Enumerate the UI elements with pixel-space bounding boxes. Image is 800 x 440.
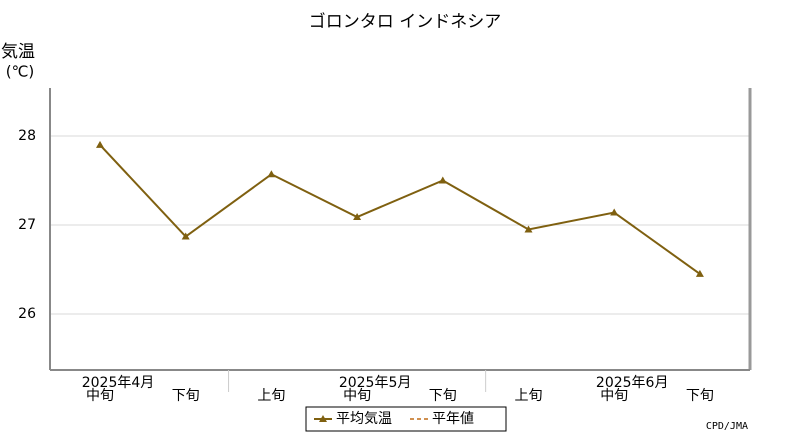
x-tick-label: 中旬 [343, 388, 371, 404]
legend-marker [319, 415, 327, 422]
x-tick-label: 下旬 [429, 388, 457, 404]
month-label: 2025年6月 [596, 375, 669, 391]
y-tick-label: 26 [18, 306, 36, 322]
marker [181, 232, 190, 240]
x-tick-label: 中旬 [600, 388, 628, 404]
x-tick-label: 上旬 [515, 388, 543, 404]
y-axis-unit: (℃) [6, 63, 35, 81]
line-series [99, 144, 701, 275]
marker [610, 208, 619, 216]
legend-label: 平均気温 [336, 411, 392, 427]
source: CPD/JMA [706, 421, 748, 432]
month-label: 2025年5月 [339, 375, 412, 391]
y-tick-label: 28 [18, 128, 36, 144]
marker [96, 140, 104, 148]
chart-title: ゴロンタロ インドネシア [309, 11, 501, 32]
x-tick-label: 下旬 [686, 388, 714, 404]
month-label: 2025年4月 [82, 375, 155, 391]
y-tick-label: 27 [18, 217, 36, 233]
y-axis-label: 気温 [1, 42, 35, 62]
marker [695, 269, 704, 277]
marker [524, 225, 533, 233]
marker [267, 170, 276, 178]
marker [353, 212, 362, 220]
legend-label: 平年値 [432, 411, 474, 427]
legend-box [305, 406, 507, 432]
x-tick-label: 下旬 [172, 388, 200, 404]
x-tick-label: 上旬 [257, 388, 285, 404]
x-tick-label: 中旬 [86, 388, 114, 404]
marker [438, 176, 447, 184]
